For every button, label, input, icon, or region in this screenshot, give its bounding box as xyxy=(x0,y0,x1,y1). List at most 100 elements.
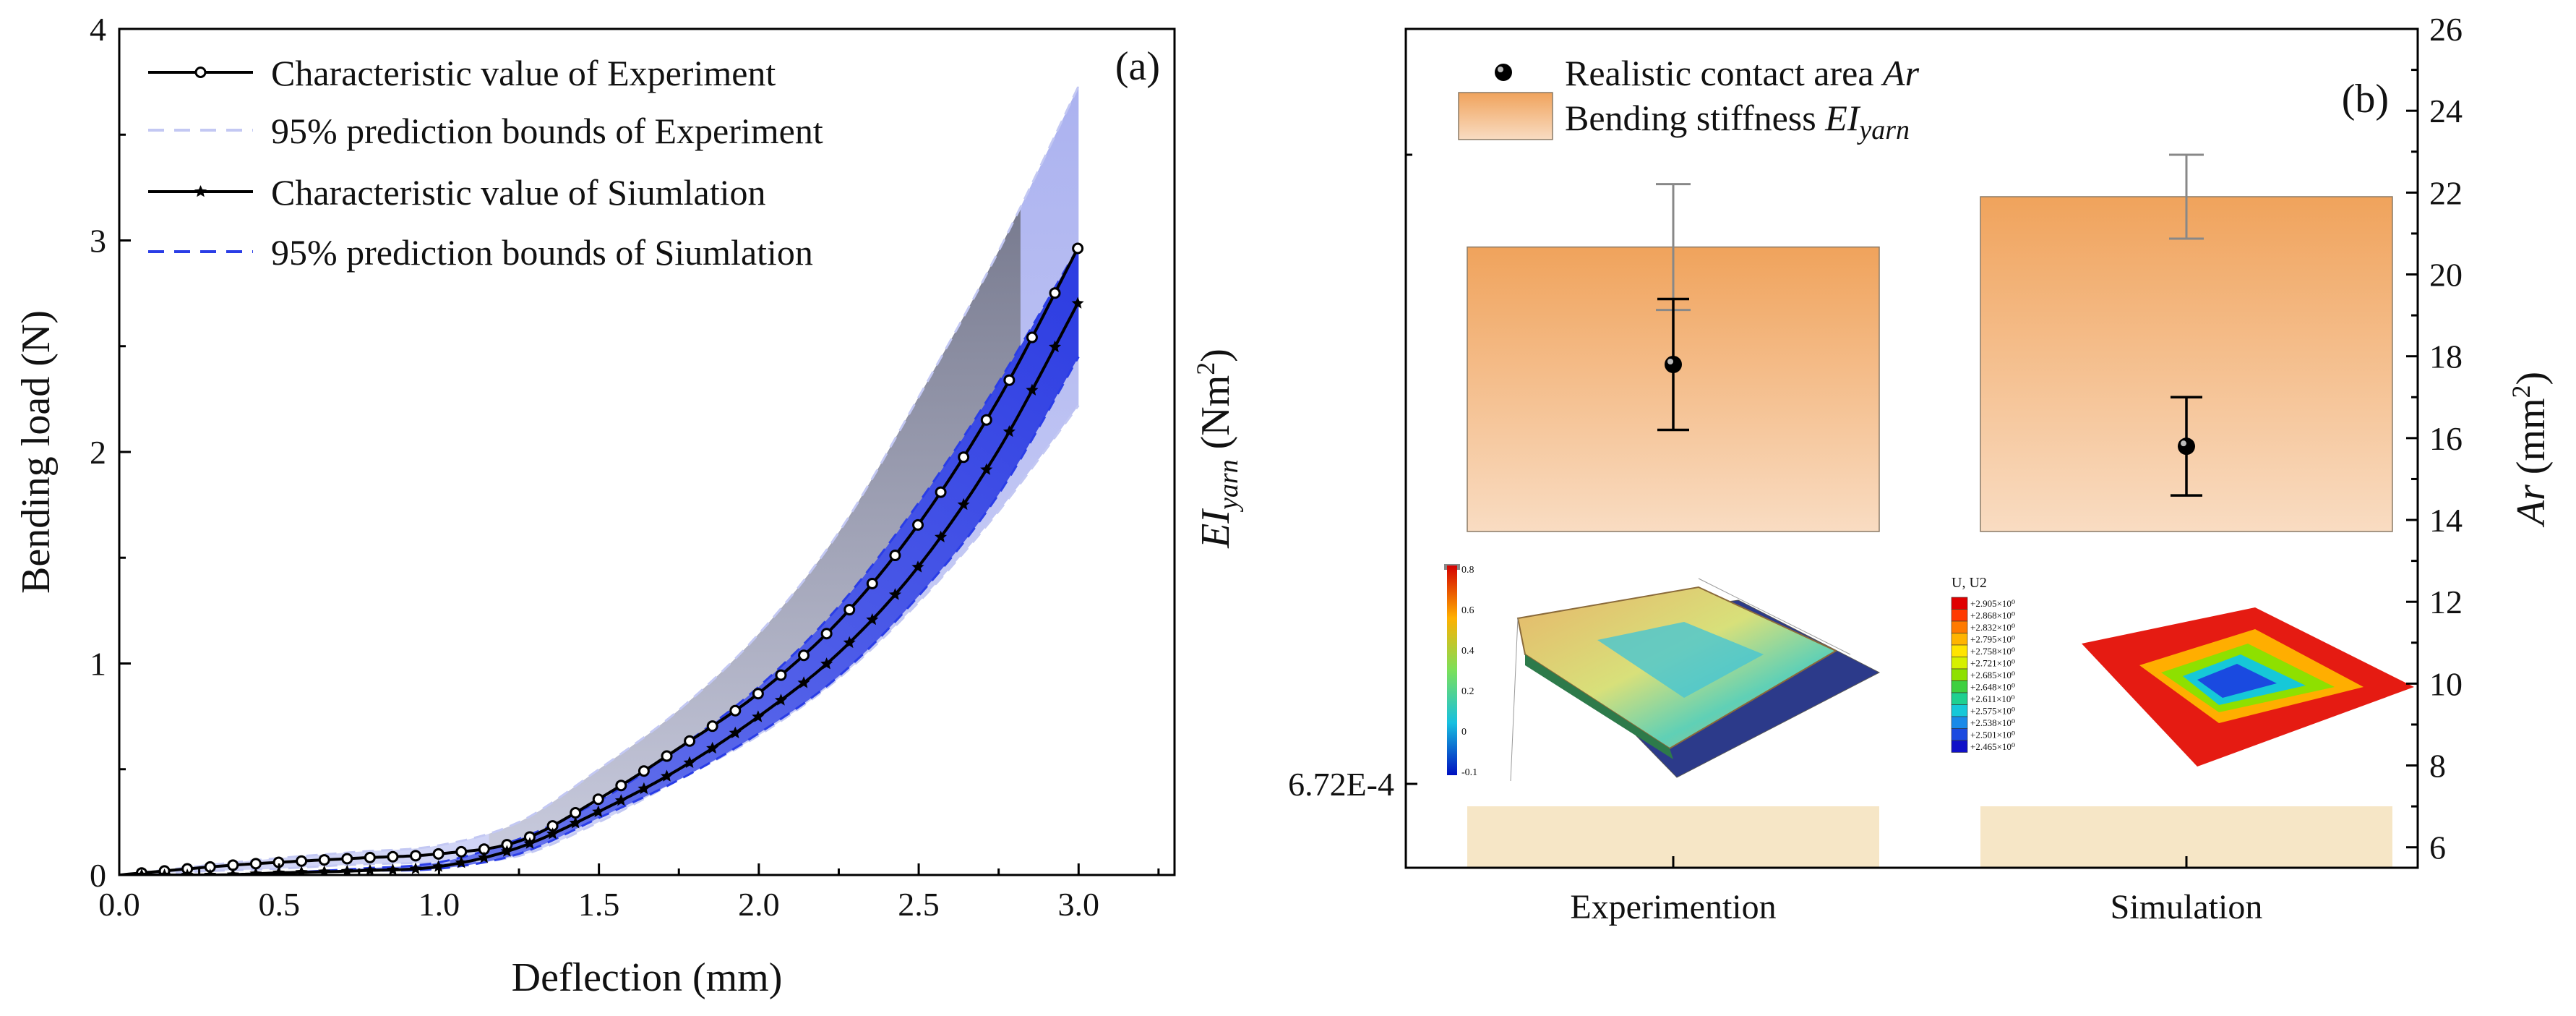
b-insets: 0.8 0.6 0.4 0.2 0 -0.1 U, U2 +2.905×10⁰+2.868×1… xyxy=(1394,535,2414,806)
b-points xyxy=(1657,297,2202,497)
contour-colorbar-label: +2.575×10⁰ xyxy=(1970,706,2015,717)
b-legend-bar-swatch xyxy=(1458,92,1553,140)
a-x-tick-label: 0.0 xyxy=(98,886,140,923)
a-x-tick-label: 0.5 xyxy=(258,886,300,923)
panel-b-chart: Experimention Simulation 0.8 0.6 0.4 0.2 0 -0.… xyxy=(1191,11,2554,926)
a-exp-char-point xyxy=(364,851,376,863)
a-sim-char-point xyxy=(637,782,651,795)
a-sim-char-point xyxy=(1026,383,1039,396)
b-ylabel-sup: 2 xyxy=(1191,362,1220,375)
a-sim-char-point xyxy=(181,868,194,875)
a-legend-label: Characteristic value of Experiment xyxy=(271,53,776,93)
a-exp-char-point xyxy=(455,845,468,858)
a-exp-char-point xyxy=(570,806,582,819)
a-exp-band xyxy=(119,86,1079,875)
a-exp-char-point xyxy=(684,735,696,747)
b-y2-axis-label: Ar (mm2) xyxy=(2507,372,2554,528)
a-exp-char-point xyxy=(615,780,627,792)
a-sim-char-point xyxy=(888,588,901,600)
b-y2-tick-label: 22 xyxy=(2429,174,2463,211)
a-exp-char-point xyxy=(410,850,422,862)
a-exp-char-point xyxy=(661,750,673,762)
a-exp-char-point xyxy=(249,858,262,870)
b-y2label-close: ) xyxy=(2509,372,2554,385)
a-exp-char-point xyxy=(1026,331,1038,343)
a-y-tick-label: 2 xyxy=(90,434,106,471)
a-sim-char-point xyxy=(866,613,879,626)
contour-colorbar-swatch xyxy=(1951,644,1968,657)
a-exp-char-point xyxy=(1072,242,1084,255)
a-legend-label: Characteristic value of Siumlation xyxy=(271,172,766,213)
a-y-tick-label: 4 xyxy=(90,11,106,48)
b-panel-letter: (b) xyxy=(2342,77,2389,121)
scan-colorbar-label: 0.8 xyxy=(1461,565,1474,576)
scan-contact-zone xyxy=(1597,622,1764,698)
experiment-surface-scan-image: 0.8 0.6 0.4 0.2 0 -0.1 xyxy=(1394,535,1881,806)
b-y2-tick-label: 24 xyxy=(2429,93,2463,129)
contour-colorbar-swatch xyxy=(1951,704,1968,717)
b-y2label-unit: (mm xyxy=(2509,398,2554,484)
panel-a-chart: 0.0 0.5 1.0 1.5 2.0 2.5 3.0 0 1 2 3 4 Deflection (m… xyxy=(14,11,1176,1000)
contour-colorbar-swatch xyxy=(1951,692,1968,705)
a-panel-letter: (a) xyxy=(1115,44,1160,89)
scan-colorbar-label: 0.6 xyxy=(1461,605,1474,616)
a-sim-char-point xyxy=(820,657,833,670)
a-exp-char-point xyxy=(935,486,947,498)
a-sim-char-point xyxy=(661,769,674,782)
a-axes: 0.0 0.5 1.0 1.5 2.0 2.5 3.0 0 1 2 3 4 xyxy=(90,11,1160,923)
a-exp-char-point xyxy=(798,649,810,662)
contour-colorbar-title: U, U2 xyxy=(1952,575,1987,591)
a-exp-char-point xyxy=(432,848,445,860)
contour-colorbar-swatch xyxy=(1951,740,1968,753)
a-x-tick-label: 1.5 xyxy=(578,886,620,923)
b-legend-point-marker xyxy=(1495,64,1512,81)
b-legend-label-italic: Ar xyxy=(1881,53,1920,93)
b-y2-tick-label: 14 xyxy=(2429,502,2463,539)
scan-colorbar-label: 0.2 xyxy=(1461,686,1474,697)
a-legend: Characteristic value of Experiment 95% pr… xyxy=(148,53,823,273)
b-ylabel-close: ) xyxy=(1193,349,1238,362)
a-exp-char-point xyxy=(752,688,764,700)
a-sim-char-point xyxy=(683,756,696,768)
b-y2-tick-label: 16 xyxy=(2429,420,2463,457)
contour-colorbar-label: +2.868×10⁰ xyxy=(1970,610,2015,621)
a-legend-label: 95% prediction bounds of Experiment xyxy=(271,111,823,151)
a-exp-char-point xyxy=(706,720,718,733)
b-category-label: Simulation xyxy=(2111,888,2263,926)
a-exp-char-point xyxy=(387,850,399,863)
b-ylabel-main: EI xyxy=(1193,508,1238,549)
scan-colorbar-label: 0 xyxy=(1461,727,1467,738)
a-sim-char-point xyxy=(158,868,171,875)
a-x-axis-label: Deflection (mm) xyxy=(512,955,783,1000)
a-y-tick-label: 3 xyxy=(90,223,106,260)
contour-colorbar-label: +2.795×10⁰ xyxy=(1970,634,2015,645)
b-y2-tick-label: 20 xyxy=(2429,257,2463,294)
a-sim-char-point xyxy=(318,865,331,875)
b-y2-tick-label: 6 xyxy=(2429,829,2446,866)
contour-colorbar-label: +2.501×10⁰ xyxy=(1970,730,2015,740)
a-exp-char-point xyxy=(775,669,787,681)
a-x-tick-label: 2.0 xyxy=(738,886,780,923)
b-y2-tick-label: 26 xyxy=(2429,11,2463,48)
a-exp-char-point xyxy=(318,854,330,866)
a-sim-char-point xyxy=(478,851,491,863)
scan-axis xyxy=(1510,618,1519,782)
contour-colorbar-label: +2.611×10⁰ xyxy=(1970,693,2015,704)
a-sim-char-point xyxy=(523,837,536,849)
a-exp-char-point xyxy=(1049,287,1061,299)
contour-colorbar-swatch xyxy=(1951,716,1968,729)
contour-colorbar-label: +2.685×10⁰ xyxy=(1970,670,2015,680)
a-exp-char-point xyxy=(980,414,992,426)
a-sim-char-point xyxy=(729,726,742,738)
b-plot-frame xyxy=(1404,27,2419,869)
a-exp-char-point xyxy=(866,578,878,590)
a-sim-char-point xyxy=(546,827,559,840)
a-exp-char-point xyxy=(911,518,924,531)
b-ylabel-unit: (Nm xyxy=(1193,375,1238,460)
scan-colorbar-label: -0.1 xyxy=(1461,767,1477,778)
a-sim-char-point xyxy=(843,636,856,649)
a-sim-char-point xyxy=(340,864,353,875)
b-category-label: Experimention xyxy=(1570,888,1776,926)
a-exp-char-point xyxy=(820,628,833,640)
a-sim-char-point xyxy=(980,463,993,475)
